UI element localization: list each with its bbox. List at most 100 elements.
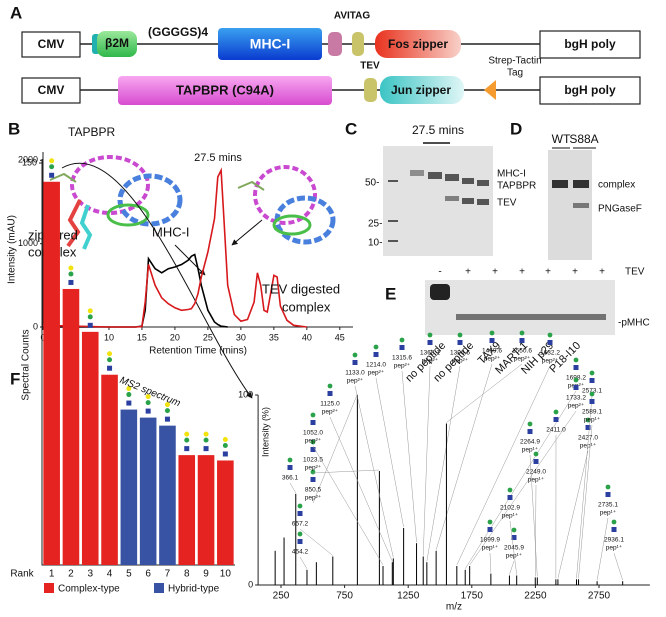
tag-label: Strep-Tactin: [488, 56, 541, 67]
gel: [383, 146, 493, 256]
glycan-icon: [164, 402, 170, 408]
gel-band: [552, 180, 568, 188]
panel-d: D WT S88A complex PNGaseF: [510, 119, 642, 260]
peak-label: 2102.9: [500, 505, 520, 512]
glycan-icon: [164, 416, 170, 422]
glycan-icon: [203, 431, 209, 437]
avitag: AVITAG: [334, 11, 371, 22]
peak-label: 1133.0: [345, 370, 365, 377]
glycan-icon: [547, 332, 553, 338]
x-axis-label: m/z: [446, 602, 462, 613]
band-label: TEV: [497, 198, 517, 209]
gel-band: [573, 203, 589, 208]
glycan-icon: [611, 527, 617, 532]
band-label: MHC-I: [497, 169, 526, 180]
glycan-icon: [399, 345, 405, 350]
panel-b: B: [8, 119, 336, 276]
glycan-icon: [489, 330, 495, 336]
bar: [159, 425, 176, 565]
gel-band: [573, 180, 589, 188]
glycan-icon: [107, 351, 113, 357]
tev: TEV: [360, 61, 380, 72]
glycan-icon: [573, 365, 579, 370]
peak-label: 2264.9: [520, 439, 540, 446]
peak-label: 2411.0: [546, 427, 566, 434]
fraction-label: 27.5 mins: [412, 123, 464, 137]
glycan-icon: [507, 495, 513, 500]
leader-line: [426, 365, 461, 562]
fos-box: [375, 30, 461, 58]
peak-label: 1733.2: [566, 395, 586, 402]
ion-label: pep¹⁺: [528, 477, 545, 484]
ion-label: pep²⁺: [514, 356, 531, 363]
glycan-icon: [107, 365, 113, 371]
legend-swatch: [44, 583, 54, 593]
tev-label: TEV: [625, 267, 645, 278]
peak-label: 1214.0: [366, 362, 386, 369]
mhc: MHC-I: [250, 36, 290, 52]
mhc-box: [218, 28, 322, 60]
y-tick-label: 150: [22, 157, 37, 167]
tev-sign: +: [599, 267, 605, 278]
mw-marker: 25-: [368, 219, 382, 230]
glycan-icon: [611, 519, 617, 525]
ion-label: pep¹⁺: [482, 545, 499, 552]
leader-line: [401, 370, 417, 543]
glycan-icon: [49, 158, 55, 164]
band-label: TAPBPR: [497, 181, 536, 192]
glycan-icon: [585, 417, 591, 423]
b2m-box: [97, 31, 137, 57]
glycan-icon: [310, 420, 316, 425]
glycan-icon: [373, 344, 379, 350]
glycan-icon: [184, 446, 190, 452]
x-tick-label: 1250: [397, 591, 420, 602]
protein-structure: [237, 165, 336, 245]
x-tick-label: 4: [107, 569, 113, 580]
glycan-icon: [553, 409, 559, 415]
panel-letter: D: [510, 119, 522, 138]
b2m: β2M: [105, 36, 129, 50]
glycan-icon: [68, 271, 74, 277]
leader-line: [469, 410, 577, 566]
panel-letter: E: [385, 284, 396, 303]
bar: [217, 460, 234, 565]
leader-line: [578, 424, 593, 579]
tev-site-box: [364, 78, 377, 102]
y-axis-label: Intensity (%): [260, 407, 270, 457]
legend-label: Hybrid-type: [168, 584, 220, 595]
arrow: [61, 162, 253, 399]
peak-label: 2249.0: [526, 469, 546, 476]
y-tick-label: 0: [248, 579, 253, 589]
x-tick-label: 1: [49, 569, 55, 580]
mw-marker: 50-: [365, 178, 379, 189]
glycan-icon: [203, 437, 209, 443]
annotation: TEV digested: [262, 281, 340, 296]
x-tick-label: 3: [87, 569, 93, 580]
legend-label: Complex-type: [58, 584, 120, 595]
lane-label: S88A: [569, 132, 598, 146]
glycan-icon: [184, 437, 190, 443]
x-tick-label: 2: [68, 569, 74, 580]
fos-zipper: Fos zipper: [388, 37, 448, 51]
gel-band: [456, 314, 606, 320]
glycan-icon: [487, 527, 493, 532]
peak-label: 1368.1: [420, 350, 440, 357]
glycan-icon: [145, 400, 151, 406]
glycan-icon: [68, 265, 74, 271]
ion-label: pep²⁺: [452, 358, 469, 365]
glycan-icon: [457, 332, 463, 338]
bar: [62, 288, 80, 565]
glycan-icon: [145, 394, 151, 400]
mw-marker: 10-: [368, 238, 382, 249]
bar: [120, 409, 138, 565]
leader-line: [509, 520, 517, 575]
glycan-icon: [457, 340, 463, 345]
ion-label: pep²⁺: [347, 378, 364, 385]
glycan-icon: [533, 451, 539, 457]
glycan-icon: [605, 492, 611, 497]
peak-label: 1125.0: [320, 401, 340, 408]
x-tick-label: 5: [126, 569, 132, 580]
avitag-box: [328, 32, 342, 56]
